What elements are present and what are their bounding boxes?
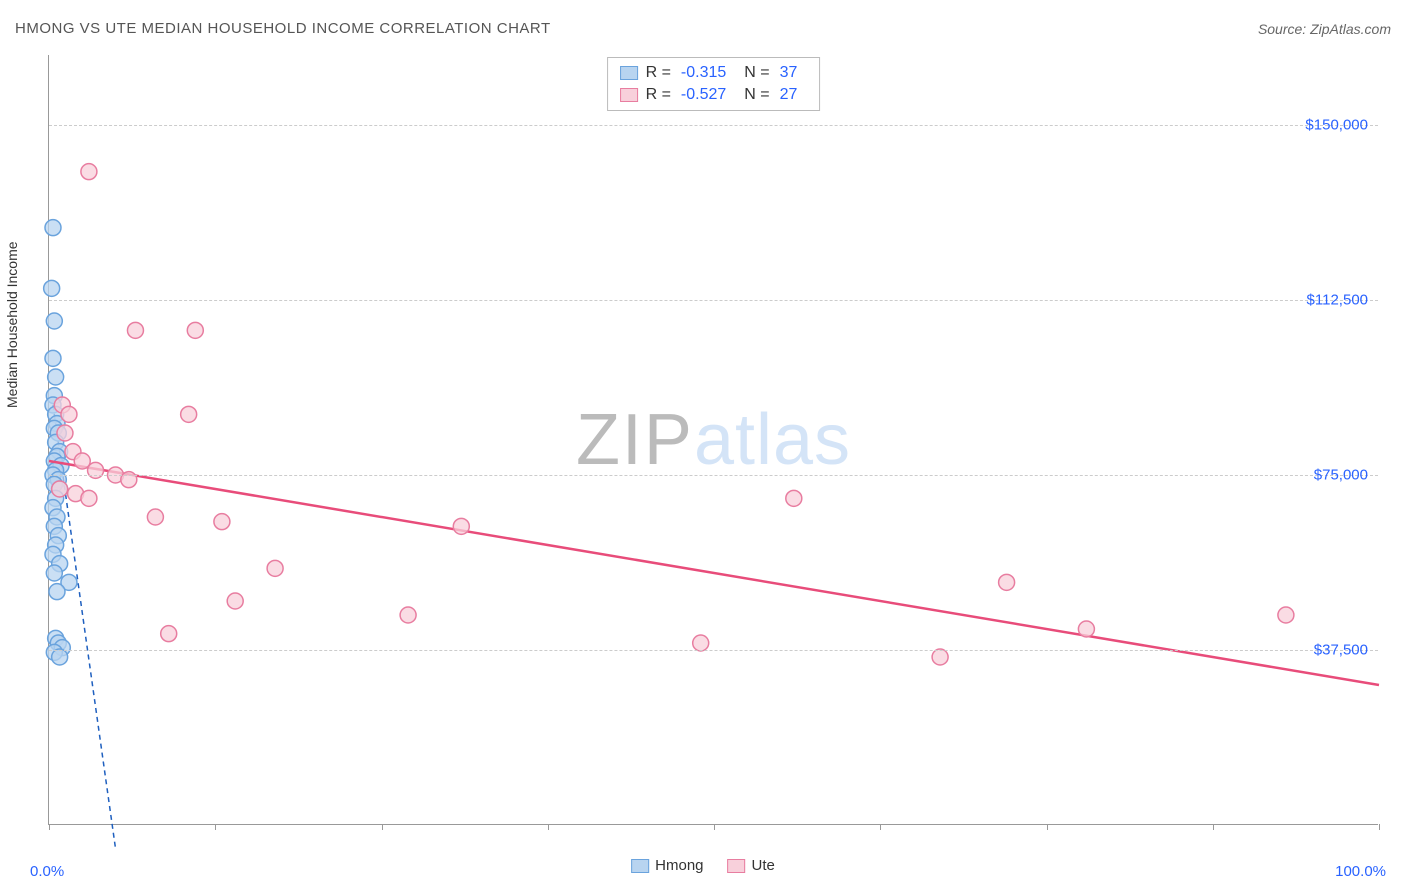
- legend-bottom: Hmong Ute: [631, 857, 775, 874]
- point-ute: [786, 490, 802, 506]
- x-tick: [548, 824, 549, 830]
- point-ute: [147, 509, 163, 525]
- point-ute: [693, 635, 709, 651]
- x-tick: [714, 824, 715, 830]
- legend-row-hmong: R = -0.315 N = 37: [620, 62, 808, 84]
- r-label: R =: [646, 64, 671, 82]
- x-tick: [382, 824, 383, 830]
- point-ute: [61, 406, 77, 422]
- legend-correlation-box: R = -0.315 N = 37 R = -0.527 N = 27: [607, 57, 821, 111]
- point-ute: [81, 490, 97, 506]
- chart-title: HMONG VS UTE MEDIAN HOUSEHOLD INCOME COR…: [15, 20, 551, 37]
- x-axis-min-label: 0.0%: [30, 863, 64, 880]
- x-tick: [215, 824, 216, 830]
- point-ute: [400, 607, 416, 623]
- point-ute: [161, 626, 177, 642]
- legend-row-ute: R = -0.527 N = 27: [620, 84, 808, 106]
- x-axis-max-label: 100.0%: [1335, 863, 1386, 880]
- swatch-ute-bottom: [728, 859, 746, 873]
- x-tick: [49, 824, 50, 830]
- point-ute: [999, 574, 1015, 590]
- gridline-h: [49, 300, 1378, 301]
- x-tick: [1379, 824, 1380, 830]
- r-value-hmong: -0.315: [681, 64, 726, 82]
- n-value-hmong: 37: [780, 64, 798, 82]
- plot-area: ZIPatlas R = -0.315 N = 37 R = -0.527 N …: [48, 55, 1378, 825]
- r-label: R =: [646, 86, 671, 104]
- n-label: N =: [744, 86, 769, 104]
- point-ute: [52, 481, 68, 497]
- point-ute: [1278, 607, 1294, 623]
- point-ute: [267, 560, 283, 576]
- point-ute: [214, 514, 230, 530]
- legend-label-ute: Ute: [752, 857, 775, 874]
- legend-item-hmong: Hmong: [631, 857, 703, 874]
- swatch-ute: [620, 88, 638, 102]
- point-ute: [187, 322, 203, 338]
- r-value-ute: -0.527: [681, 86, 726, 104]
- point-ute: [81, 164, 97, 180]
- y-tick-label: $150,000: [1305, 117, 1368, 134]
- y-tick-label: $37,500: [1314, 642, 1368, 659]
- point-ute: [181, 406, 197, 422]
- x-tick: [1213, 824, 1214, 830]
- legend-label-hmong: Hmong: [655, 857, 703, 874]
- swatch-hmong: [620, 66, 638, 80]
- point-ute: [127, 322, 143, 338]
- point-ute: [932, 649, 948, 665]
- point-ute: [1078, 621, 1094, 637]
- gridline-h: [49, 125, 1378, 126]
- legend-item-ute: Ute: [728, 857, 775, 874]
- point-hmong: [46, 565, 62, 581]
- point-hmong: [45, 350, 61, 366]
- y-tick-label: $112,500: [1307, 292, 1368, 309]
- y-tick-label: $75,000: [1314, 467, 1368, 484]
- point-ute: [227, 593, 243, 609]
- n-label: N =: [744, 64, 769, 82]
- swatch-hmong-bottom: [631, 859, 649, 873]
- y-axis-label: Median Household Income: [4, 241, 20, 408]
- point-ute: [453, 518, 469, 534]
- x-tick: [880, 824, 881, 830]
- point-hmong: [45, 220, 61, 236]
- point-hmong: [49, 584, 65, 600]
- gridline-h: [49, 475, 1378, 476]
- source-attribution: Source: ZipAtlas.com: [1258, 21, 1391, 37]
- point-hmong: [48, 369, 64, 385]
- n-value-ute: 27: [780, 86, 798, 104]
- chart-header: HMONG VS UTE MEDIAN HOUSEHOLD INCOME COR…: [15, 20, 1391, 37]
- gridline-h: [49, 650, 1378, 651]
- point-hmong: [46, 313, 62, 329]
- trendline-ute: [49, 461, 1379, 685]
- point-hmong: [52, 649, 68, 665]
- point-ute: [57, 425, 73, 441]
- x-tick: [1047, 824, 1048, 830]
- chart-svg: [49, 55, 1378, 824]
- point-hmong: [44, 280, 60, 296]
